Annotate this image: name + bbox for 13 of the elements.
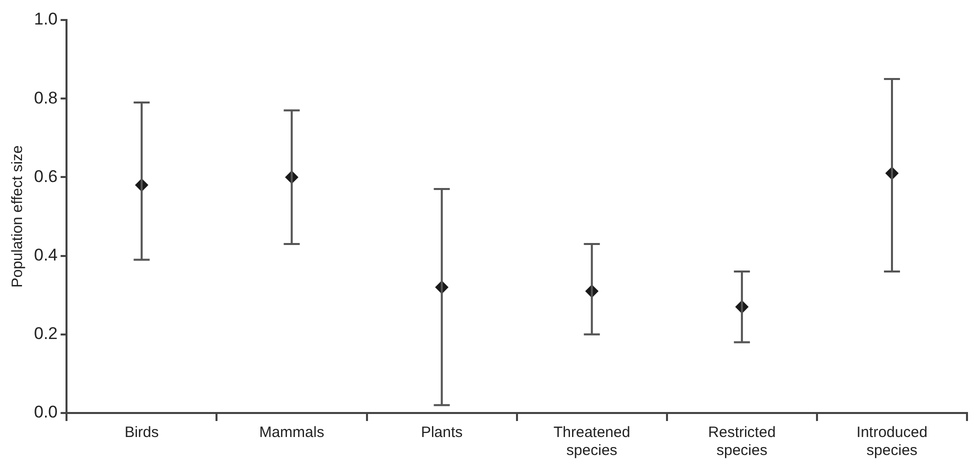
y-tick-label: 0.4 — [34, 245, 58, 264]
y-tick-label: 0.8 — [34, 88, 58, 108]
x-tick-label: Birds — [124, 424, 159, 442]
y-tick-label: 0.0 — [34, 402, 58, 422]
x-tick-label: Threatened species — [553, 424, 630, 460]
y-axis-title: Population effect size — [9, 145, 26, 288]
y-tick-label: 0.2 — [34, 324, 58, 344]
y-tick-label: 1.0 — [34, 10, 58, 29]
y-tick-label: 0.6 — [34, 166, 58, 186]
x-tick-label: Plants — [420, 424, 463, 442]
x-tick-label: Introduced species — [856, 424, 928, 460]
x-tick-label: Mammals — [259, 424, 324, 442]
x-tick-label: Restricted species — [708, 424, 776, 460]
